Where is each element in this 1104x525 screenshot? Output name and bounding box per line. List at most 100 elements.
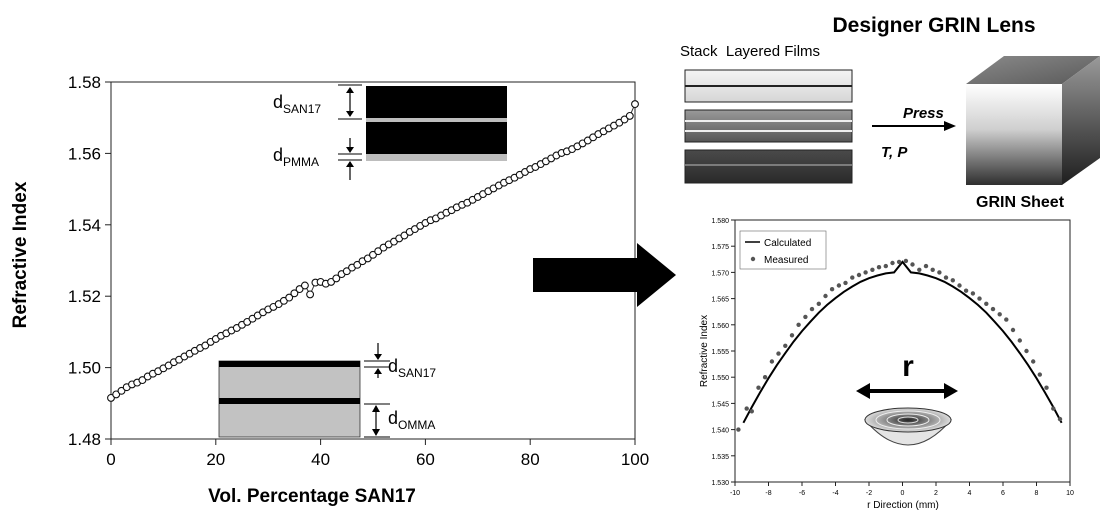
left-y-tick-label: 1.54 <box>68 216 101 235</box>
measured-data-point <box>1017 338 1022 343</box>
measured-data-point <box>749 409 754 414</box>
measured-data-point <box>943 275 949 280</box>
left-data-point <box>300 281 309 290</box>
right-x-tick-label: 10 <box>1066 490 1074 497</box>
measured-data-point <box>769 359 775 364</box>
measured-data-point <box>883 263 888 269</box>
left-data-point <box>625 111 634 120</box>
measured-data-point <box>890 260 895 266</box>
measured-data-point <box>977 296 982 301</box>
measured-data-point <box>984 301 989 306</box>
right-x-tick-label: -6 <box>799 490 805 497</box>
left-data-point <box>400 231 409 240</box>
measured-data-point <box>1004 317 1009 322</box>
left-data-point <box>353 260 362 269</box>
measured-data-point <box>789 333 795 338</box>
measured-data-point <box>816 301 821 306</box>
bottom-inset-label-san17: dSAN17 <box>388 356 436 380</box>
left-data-point <box>138 376 147 385</box>
right-y-tick-label: 1.575 <box>711 244 729 251</box>
measured-data-point <box>910 262 915 267</box>
measured-data-point <box>829 287 835 292</box>
measured-data-point <box>957 283 962 288</box>
left-data-point <box>631 100 639 109</box>
measured-data-point <box>990 306 996 312</box>
measured-data-point <box>744 406 749 411</box>
left-data-point <box>290 289 299 298</box>
bottom-inset-dark-layer-2 <box>219 398 360 404</box>
right-x-tick-label: 4 <box>968 490 972 497</box>
measured-data-point <box>756 385 761 390</box>
top-inset-label-san17: dSAN17 <box>273 92 321 116</box>
measured-data-point <box>776 351 781 356</box>
right-y-tick-label: 1.530 <box>711 480 729 487</box>
left-data-point <box>112 390 121 399</box>
measured-data-point <box>930 267 935 272</box>
top-inset-dark-layer-2 <box>366 122 507 154</box>
bottom-inset-dark-layer-1 <box>219 361 360 367</box>
left-y-tick-label: 1.58 <box>68 73 101 92</box>
left-data-point <box>201 341 210 350</box>
left-x-tick-label: 20 <box>206 450 225 469</box>
bottom-layer-inset: dSAN17 dOMMA <box>218 343 436 438</box>
right-chart: 1.530 1.535 1.540 1.545 1.550 1.555 1.560 1.565… <box>699 218 1074 511</box>
measured-data-point <box>736 427 741 432</box>
left-x-tick-label: 0 <box>106 450 115 469</box>
measured-data-point <box>796 322 801 327</box>
right-x-tick-label: -10 <box>730 490 740 497</box>
measured-data-point <box>783 343 788 348</box>
measured-data-point <box>809 306 815 312</box>
measured-data-point <box>963 288 969 293</box>
left-y-tick-label: 1.50 <box>68 359 101 378</box>
bottom-inset-label-omma: dOMMA <box>388 408 435 432</box>
right-y-tick-label: 1.540 <box>711 428 729 435</box>
left-x-tick-label: 60 <box>416 450 435 469</box>
right-x-tick-label: -4 <box>832 490 838 497</box>
left-data-point <box>306 290 315 299</box>
r-label: r <box>902 350 914 383</box>
left-x-axis-label: Vol. Percentage SAN17 <box>208 486 416 507</box>
measured-data-point <box>762 375 768 380</box>
measured-data-point <box>870 267 875 272</box>
left-data-point <box>285 293 294 302</box>
right-y-axis-label: Refractive Index <box>699 315 710 387</box>
film-stack-light <box>684 69 853 103</box>
measured-data-point <box>1057 416 1063 422</box>
left-y-tick-label: 1.48 <box>68 430 101 449</box>
r-annotation: r <box>856 350 958 446</box>
left-y-tick-label: 1.52 <box>68 287 101 306</box>
measured-data-point <box>1044 385 1049 390</box>
measured-data-point <box>1010 327 1016 333</box>
left-y-axis-label: Refractive Index <box>10 181 31 328</box>
right-y-tick-label: 1.555 <box>711 349 729 356</box>
top-inset-label-pmma: dPMMA <box>273 145 319 169</box>
top-inset-dark-layer-1 <box>366 86 507 118</box>
left-data-point <box>332 274 341 283</box>
measured-data-point <box>876 265 882 270</box>
left-data-point <box>295 285 304 294</box>
right-y-tick-label: 1.550 <box>711 375 729 382</box>
measured-data-point <box>923 263 929 269</box>
tp-label: T, P <box>881 144 908 161</box>
right-x-axis-label: r Direction (mm) <box>867 500 939 511</box>
left-data-point <box>369 250 377 259</box>
measured-data-point <box>896 259 902 265</box>
measured-data-point <box>1037 372 1043 377</box>
measured-data-point <box>903 258 909 264</box>
left-x-tick-label: 40 <box>311 450 330 469</box>
stack-label: Stack Layered Films <box>680 43 820 60</box>
measured-data-point <box>856 272 862 278</box>
measured-data-point <box>803 314 808 320</box>
right-y-tick-label: 1.545 <box>711 401 729 408</box>
top-inset-light-layer-1 <box>366 118 507 122</box>
legend-measured-label: Measured <box>764 255 808 266</box>
measured-data-point <box>970 291 976 296</box>
measured-data-point <box>850 275 855 280</box>
measured-data-point <box>843 280 848 286</box>
left-x-tick-label: 100 <box>621 450 649 469</box>
right-x-tick-label: 8 <box>1035 490 1039 497</box>
measured-data-point <box>823 293 828 299</box>
top-inset-light-layer-2 <box>366 154 507 161</box>
measured-data-point <box>937 270 942 275</box>
grin-sheet-cube <box>966 56 1100 185</box>
